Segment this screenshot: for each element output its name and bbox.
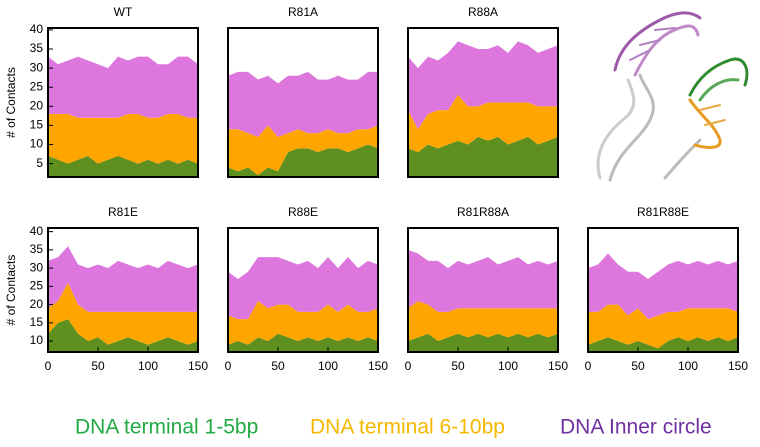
panel-title: R81R88A — [457, 205, 509, 219]
plot-area — [588, 253, 738, 352]
area — [228, 144, 378, 177]
plot-area — [48, 246, 198, 352]
plot-area — [48, 56, 198, 177]
area — [48, 282, 198, 345]
y-tick-label: 20 — [30, 297, 44, 311]
y-tick-label: 40 — [30, 22, 44, 36]
y-tick-label: 10 — [30, 333, 44, 347]
area — [588, 337, 738, 352]
helix-purple — [629, 27, 676, 61]
x-tick-label: 50 — [91, 359, 105, 373]
plot-area — [228, 71, 378, 177]
helix-purple — [613, 11, 702, 72]
y-axis-label: # of Contacts — [4, 255, 18, 326]
plot-area — [408, 249, 558, 352]
helix-green — [688, 57, 749, 97]
helix-orange — [688, 98, 722, 149]
panel-title: R81R88E — [637, 205, 689, 219]
area — [48, 56, 198, 118]
y-tick-label: 30 — [30, 260, 44, 274]
legend-entry: DNA terminal 1-5bp — [75, 416, 258, 439]
area — [408, 41, 558, 130]
area — [48, 113, 198, 164]
panel-title: R88A — [468, 5, 498, 19]
plot-frame — [227, 227, 379, 353]
y-tick-label: 25 — [30, 279, 44, 293]
x-tick-label: 150 — [548, 359, 568, 373]
panel-title: R88E — [288, 205, 318, 219]
area — [408, 136, 558, 177]
plot-frame — [407, 227, 559, 353]
x-tick-label: 0 — [45, 359, 52, 373]
plot-frame — [587, 227, 739, 353]
helix-gray — [608, 73, 655, 182]
helix-gray — [663, 138, 702, 180]
plot-frame — [47, 27, 199, 178]
y-axis-label: # of Contacts — [4, 67, 18, 138]
y-tick-label: 20 — [30, 98, 44, 112]
x-tick-label: 50 — [631, 359, 645, 373]
plot-frame — [227, 27, 379, 178]
plot-frame — [407, 27, 559, 178]
legend-entry: DNA terminal 6-10bp — [310, 416, 505, 439]
area — [408, 333, 558, 352]
x-tick-label: 100 — [498, 359, 518, 373]
plot-frame — [47, 227, 199, 353]
area — [228, 257, 378, 320]
area — [228, 333, 378, 352]
helix-orange — [699, 104, 726, 126]
y-tick-label: 40 — [30, 224, 44, 238]
x-tick-label: 150 — [728, 359, 748, 373]
x-tick-label: 0 — [405, 359, 412, 373]
x-tick-label: 50 — [271, 359, 285, 373]
dna-structure — [596, 11, 749, 182]
y-tick-label: 5 — [36, 156, 43, 170]
area — [408, 249, 558, 312]
area — [228, 125, 378, 176]
area — [228, 300, 378, 345]
x-tick-label: 100 — [318, 359, 338, 373]
area — [588, 253, 738, 320]
x-tick-label: 0 — [585, 359, 592, 373]
panel-title: WT — [114, 5, 133, 19]
panel-title: R81E — [108, 205, 138, 219]
panel-title: R81A — [288, 5, 318, 19]
helix-green — [698, 78, 740, 102]
area — [48, 246, 198, 312]
area — [48, 155, 198, 177]
y-tick-label: 30 — [30, 60, 44, 74]
y-tick-label: 35 — [30, 242, 44, 256]
area — [48, 319, 198, 352]
legend-entry: DNA Inner circle — [560, 416, 712, 439]
y-tick-label: 15 — [30, 315, 44, 329]
x-tick-label: 0 — [225, 359, 232, 373]
y-tick-label: 25 — [30, 79, 44, 93]
y-tick-label: 15 — [30, 118, 44, 132]
x-tick-label: 100 — [678, 359, 698, 373]
y-tick-label: 35 — [30, 41, 44, 55]
helix-gray — [596, 78, 636, 180]
plot-area — [408, 41, 558, 177]
y-tick-label: 10 — [30, 137, 44, 151]
area — [408, 94, 558, 153]
x-tick-label: 150 — [188, 359, 208, 373]
helix-purple — [633, 24, 700, 77]
area — [408, 300, 558, 342]
x-tick-label: 100 — [138, 359, 158, 373]
plot-area — [228, 257, 378, 352]
area — [228, 71, 378, 137]
x-tick-label: 150 — [368, 359, 388, 373]
x-tick-label: 50 — [451, 359, 465, 373]
area — [588, 304, 738, 349]
